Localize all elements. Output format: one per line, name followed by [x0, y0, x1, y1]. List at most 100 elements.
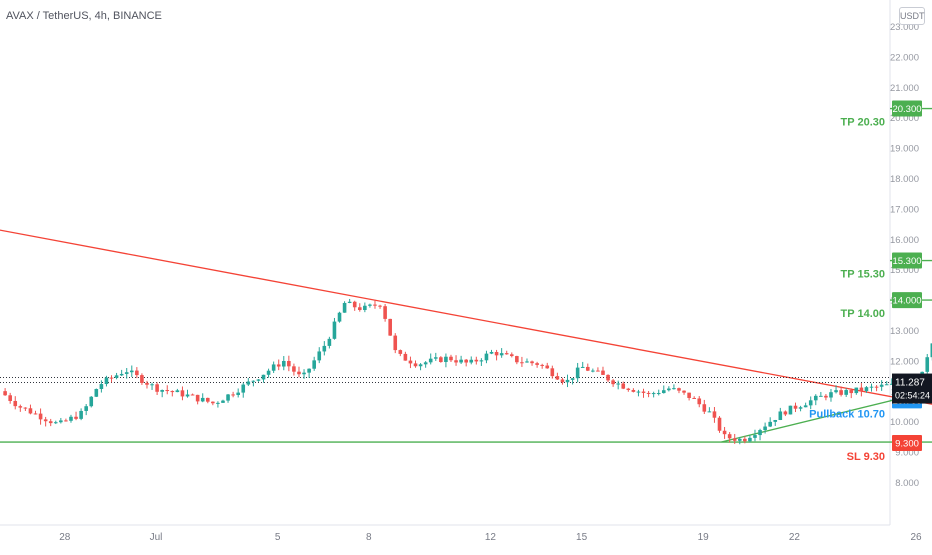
level-tags: TP 20.30 20.300 TP 15.30 15.300 TP 14.00 14.0… — [809, 100, 932, 463]
candles — [3, 298, 932, 445]
last-price-tag: 11.287 — [895, 378, 925, 389]
candle-body — [423, 362, 428, 365]
candle-body — [190, 394, 195, 396]
chart-title: AVAX / TetherUS, 4h, BINANCE — [6, 10, 162, 22]
x-tick-label: 8 — [366, 532, 372, 543]
y-tick-label: 22.000 — [890, 52, 919, 63]
last-price-tag-box — [892, 373, 932, 404]
candle-body — [165, 390, 170, 392]
tp1-tag-box — [892, 292, 922, 309]
candle-body — [646, 392, 651, 394]
candle-body — [373, 304, 377, 306]
candle-body — [565, 379, 570, 383]
candle-body — [140, 375, 144, 383]
candle-body — [8, 395, 12, 401]
grid — [0, 0, 891, 526]
downtrend-line — [0, 229, 932, 405]
candle-body — [433, 357, 438, 359]
candle-body — [535, 363, 539, 365]
candle-body — [342, 302, 347, 313]
candle-body — [585, 366, 590, 371]
candle-body — [596, 370, 600, 372]
candle-body — [150, 384, 154, 386]
candle-body — [129, 370, 134, 373]
candle-body — [38, 413, 43, 420]
candle-body — [69, 416, 73, 421]
tp3-tag: 20.300 — [892, 104, 921, 115]
candle-body — [261, 374, 266, 380]
tp2-label: TP 15.30 — [841, 269, 885, 281]
candle-body — [378, 305, 382, 307]
candle-body — [930, 343, 932, 358]
candle-body — [276, 364, 281, 367]
candle-body — [337, 312, 342, 322]
tp3-tag-box — [892, 100, 922, 117]
candle-body — [636, 391, 641, 393]
candle-body — [312, 360, 316, 369]
candle-body — [104, 377, 109, 385]
drawing-lines[interactable] — [0, 107, 932, 443]
candle-body — [124, 372, 129, 374]
candle-body — [99, 384, 104, 389]
candle-body — [28, 408, 33, 414]
candle-body — [266, 370, 271, 375]
candle-body — [48, 421, 53, 424]
candle-body — [616, 383, 620, 385]
candle-body — [221, 400, 225, 403]
y-tick-label: 9.000 — [895, 448, 919, 459]
candle-body — [18, 406, 23, 408]
candle-body — [322, 345, 327, 352]
candle-body — [606, 374, 610, 381]
candle-body — [292, 366, 296, 372]
candle-body — [803, 405, 808, 408]
currency-button[interactable]: USDT — [899, 7, 925, 25]
candle-body — [363, 305, 367, 311]
candle-body — [479, 360, 484, 362]
y-tick-label: 18.000 — [890, 174, 919, 185]
candle-body — [727, 434, 732, 439]
y-tick-label: 17.000 — [890, 204, 919, 215]
candle-body — [94, 388, 99, 397]
y-tick-label: 23.000 — [890, 22, 919, 33]
candle-body — [175, 390, 180, 393]
candle-body — [555, 376, 560, 380]
candle-body — [145, 382, 149, 385]
candle-body — [864, 387, 869, 391]
sl-tag: 9.300 — [895, 438, 919, 449]
candle-body — [489, 351, 494, 354]
candle-body — [135, 370, 139, 376]
y-tick-label: 12.000 — [890, 356, 919, 367]
time-axis[interactable]: 28Jul58121519222629Aug14:0 — [59, 532, 932, 543]
candle-body — [246, 381, 251, 385]
candle-body — [454, 360, 458, 363]
candle-body — [798, 407, 803, 409]
candle-body — [732, 438, 737, 441]
candle-body — [332, 321, 337, 339]
candle-body — [211, 401, 215, 404]
candle-body — [231, 394, 235, 396]
candle-body — [788, 405, 793, 415]
candle-body — [702, 404, 707, 412]
candle-body — [859, 387, 864, 391]
sl-label: SL 9.30 — [847, 451, 885, 463]
candle-body — [43, 419, 48, 422]
candle-body — [550, 368, 555, 377]
candle-body — [540, 364, 544, 366]
candle-body — [879, 384, 884, 387]
candle-body — [737, 438, 742, 441]
candle-body — [854, 387, 859, 394]
candle-body — [23, 407, 28, 409]
candle-body — [499, 353, 504, 356]
candle-body — [494, 351, 499, 356]
candle-body — [79, 410, 83, 419]
candle-body — [302, 372, 306, 375]
candle-body — [819, 395, 823, 397]
y-tick-label: 16.000 — [890, 235, 919, 246]
candle-body — [59, 420, 63, 423]
candle-body — [722, 430, 727, 435]
candle-body — [575, 367, 580, 379]
candle-body — [743, 438, 747, 442]
sl-tag-box — [892, 434, 922, 451]
